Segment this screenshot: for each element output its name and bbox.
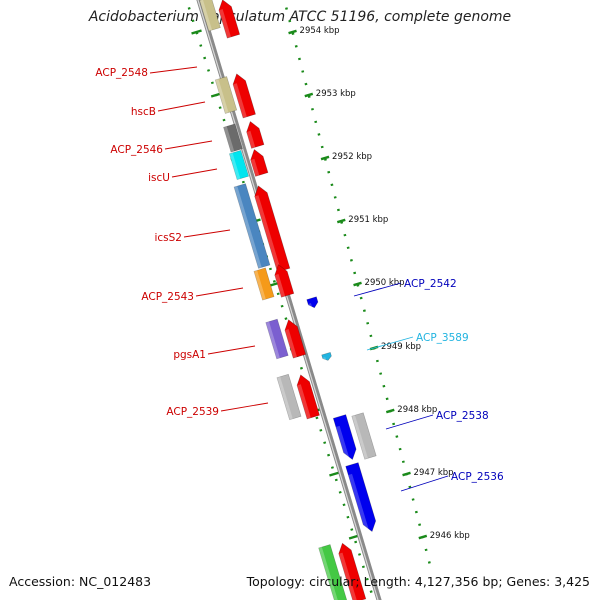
forward-cds-arrow	[338, 542, 367, 600]
label-leader-line	[171, 168, 218, 178]
forward-cds-arrow	[232, 73, 256, 119]
label-leader-line	[149, 66, 198, 74]
tick-label: 2947 kbp	[414, 468, 454, 478]
cog-feature-block	[214, 76, 238, 114]
gene-label[interactable]: icsS2	[154, 232, 182, 244]
major-tick	[385, 408, 395, 414]
cog-feature-block	[265, 318, 289, 360]
major-tick	[353, 281, 362, 287]
cog-feature-block	[223, 123, 243, 153]
gene-label[interactable]: hscB	[131, 106, 156, 118]
major-tick	[304, 92, 314, 98]
gene-label[interactable]: ACP_2542	[404, 278, 457, 290]
label-leader-line	[183, 229, 231, 238]
tick-label: 2951 kbp	[348, 215, 388, 225]
label-leader-line	[400, 475, 449, 492]
forward-cds-arrow	[296, 374, 320, 420]
label-leader-line	[207, 345, 256, 355]
forward-cds-arrow	[250, 149, 269, 177]
cog-feature-block	[233, 183, 271, 269]
major-tick	[418, 534, 428, 540]
cog-feature-block	[318, 544, 348, 600]
tick-label: 2952 kbp	[332, 152, 372, 162]
tick-label: 2949 kbp	[381, 342, 421, 352]
label-leader-line	[195, 287, 244, 297]
reverse-cds-arrow	[345, 462, 377, 534]
forward-cds-arrow	[254, 185, 291, 273]
forward-cds-arrow	[274, 264, 295, 298]
label-leader-line	[385, 414, 434, 430]
major-tick	[329, 471, 340, 477]
major-tick	[191, 29, 202, 35]
tick-label: 2954 kbp	[300, 26, 340, 36]
gene-label[interactable]: iscU	[148, 172, 170, 184]
reverse-cds-arrow	[306, 296, 319, 310]
trna-feature	[321, 351, 332, 362]
tick-label: 2950 kbp	[365, 278, 405, 288]
gene-label[interactable]: ACP_2543	[141, 291, 194, 303]
label-leader-line	[366, 336, 414, 351]
gene-label[interactable]: ACP_2539	[166, 406, 219, 418]
cog-feature-block	[276, 373, 302, 421]
tick-label: 2953 kbp	[316, 89, 356, 99]
gene-label[interactable]: ACP_3589	[416, 332, 469, 344]
label-leader-line	[353, 282, 402, 297]
gene-label[interactable]: ACP_2546	[110, 144, 163, 156]
gene-label[interactable]: ACP_2548	[95, 67, 148, 79]
major-tick	[320, 155, 330, 161]
cog-feature-block	[253, 267, 275, 301]
tick-label: 2946 kbp	[430, 531, 470, 541]
gene-label[interactable]: ACP_2536	[451, 471, 504, 483]
reverse-cds-arrow	[332, 414, 357, 462]
label-leader-line	[157, 101, 206, 112]
cog-feature-block	[199, 0, 221, 32]
major-tick	[402, 471, 411, 477]
label-leader-line	[164, 140, 213, 150]
cog-feature-block	[229, 149, 249, 181]
forward-cds-arrow	[246, 121, 265, 149]
genome-stats-text: Topology: circular; Length: 4,127,356 bp…	[246, 574, 590, 589]
cog-feature-block	[351, 412, 377, 460]
tick-label: 2948 kbp	[397, 405, 437, 415]
forward-cds-arrow	[284, 319, 307, 359]
label-leader-line	[220, 402, 269, 412]
gene-label[interactable]: ACP_2538	[436, 410, 489, 422]
gene-label[interactable]: pgsA1	[173, 349, 206, 361]
major-tick	[288, 29, 297, 35]
accession-text: Accession: NC_012483	[9, 574, 152, 589]
forward-cds-arrow	[218, 0, 241, 39]
major-tick	[336, 218, 346, 224]
